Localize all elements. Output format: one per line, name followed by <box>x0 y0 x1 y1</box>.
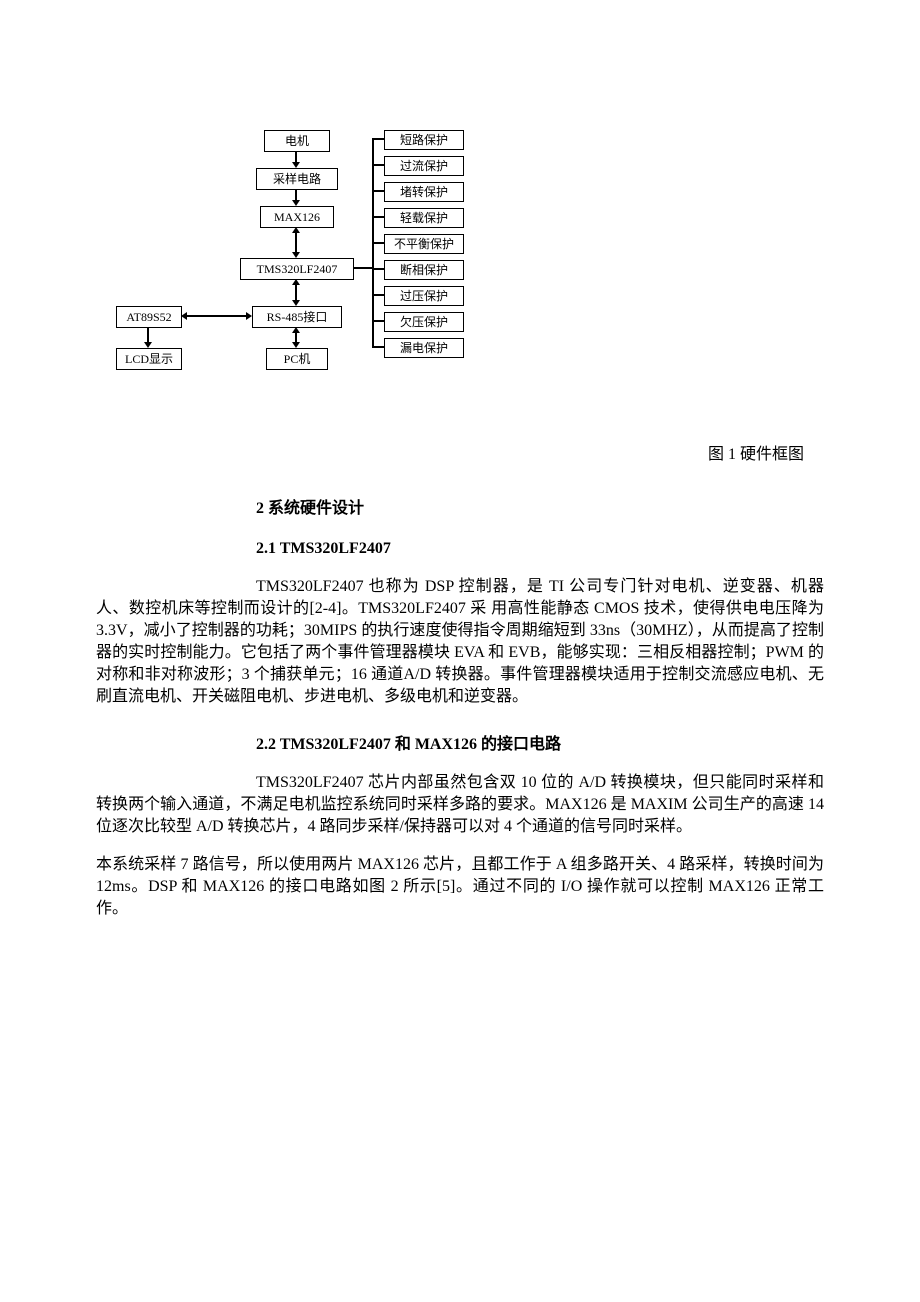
box-prot-overcur: 过流保护 <box>384 156 464 176</box>
line <box>374 320 384 322</box>
figure-caption: 图 1 硬件框图 <box>96 440 804 464</box>
box-prot-phase: 断相保护 <box>384 260 464 280</box>
box-prot-overv: 过压保护 <box>384 286 464 306</box>
paragraph-2-2-a: TMS320LF2407 芯片内部虽然包含双 10 位的 A/D 转换模块，但只… <box>96 772 824 838</box>
arrow-right-icon <box>246 312 252 320</box>
line <box>374 216 384 218</box>
heading-section-2: 2 系统硬件设计 <box>256 494 824 518</box>
box-prot-underv: 欠压保护 <box>384 312 464 332</box>
arrow-down-icon <box>292 252 300 258</box>
arrow-down-icon <box>292 342 300 348</box>
line <box>374 190 384 192</box>
box-prot-lightload: 轻载保护 <box>384 208 464 228</box>
box-dsp: TMS320LF2407 <box>240 258 354 280</box>
box-prot-leak: 漏电保护 <box>384 338 464 358</box>
line <box>353 267 373 269</box>
line <box>295 285 297 301</box>
arrow-down-icon <box>292 300 300 306</box>
arrow-down-icon <box>292 162 300 168</box>
box-prot-unbal: 不平衡保护 <box>384 234 464 254</box>
line <box>374 138 384 140</box>
line <box>147 327 149 343</box>
hardware-block-diagram: 电机 采样电路 MAX126 TMS320LF2407 RS-485接口 PC机… <box>116 130 516 410</box>
line <box>374 294 384 296</box>
line <box>374 268 384 270</box>
arrow-down-icon <box>292 200 300 206</box>
line <box>187 315 247 317</box>
arrow-down-icon <box>144 342 152 348</box>
heading-section-2-1: 2.1 TMS320LF2407 <box>256 540 824 558</box>
line <box>374 346 384 348</box>
box-sampling: 采样电路 <box>256 168 338 190</box>
box-max126: MAX126 <box>260 206 334 228</box>
box-prot-stall: 堵转保护 <box>384 182 464 202</box>
document-page: 电机 采样电路 MAX126 TMS320LF2407 RS-485接口 PC机… <box>0 0 920 1302</box>
line <box>295 233 297 253</box>
paragraph-2-1: TMS320LF2407 也称为 DSP 控制器，是 TI 公司专门针对电机、逆… <box>96 576 824 708</box>
box-lcd: LCD显示 <box>116 348 182 370</box>
box-at89s52: AT89S52 <box>116 306 182 328</box>
paragraph-2-2-b: 本系统采样 7 路信号，所以使用两片 MAX126 芯片，且都工作于 A 组多路… <box>96 854 824 920</box>
line <box>374 242 384 244</box>
box-pc: PC机 <box>266 348 328 370</box>
box-motor: 电机 <box>264 130 330 152</box>
box-rs485: RS-485接口 <box>252 306 342 328</box>
line <box>374 164 384 166</box>
box-prot-short: 短路保护 <box>384 130 464 150</box>
heading-section-2-2: 2.2 TMS320LF2407 和 MAX126 的接口电路 <box>256 730 824 754</box>
